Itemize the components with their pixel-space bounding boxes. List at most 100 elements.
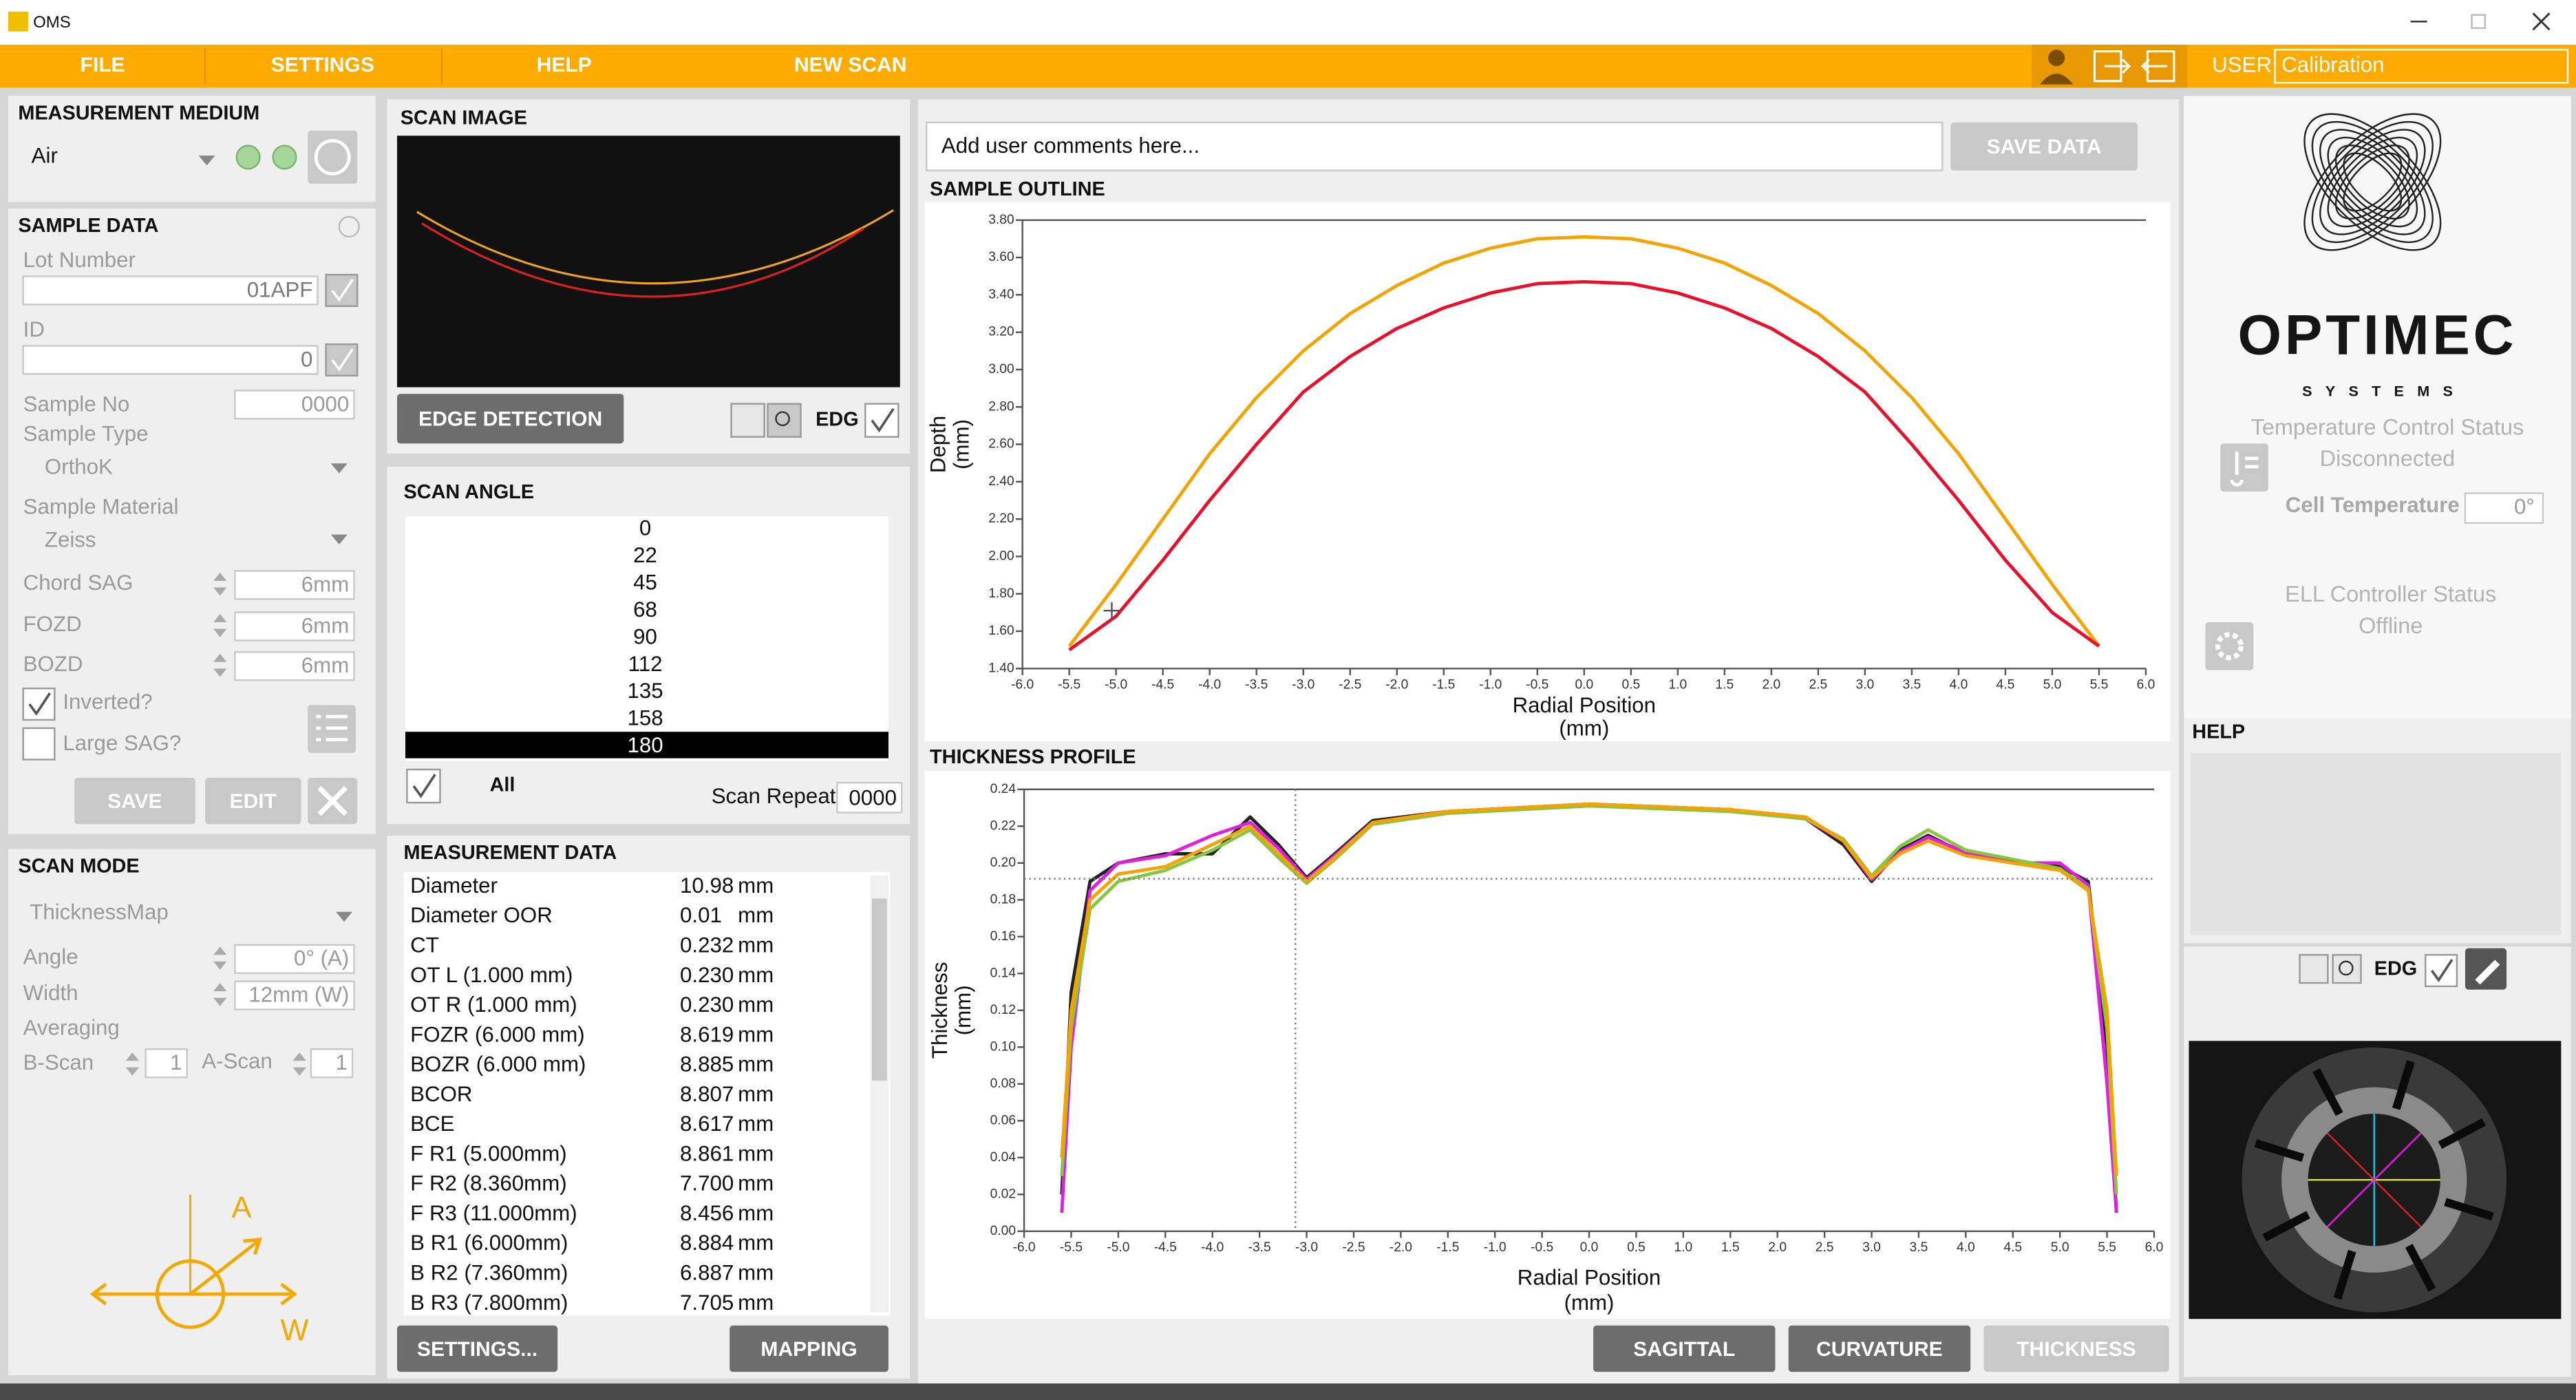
x-tick-label: 2.5: [1809, 677, 1828, 692]
camera-pin: [2392, 1060, 2415, 1110]
y-tick-label: 0.02: [990, 1187, 1016, 1201]
title-bar: [0, 0, 2576, 45]
pan-tool[interactable]: [2299, 954, 2329, 984]
check-mark: [412, 774, 436, 798]
input-field[interactable]: [145, 1048, 188, 1079]
mapping-button-label[interactable]: MAPPING: [760, 1338, 857, 1361]
angle-item[interactable]: 45: [633, 570, 657, 594]
selected-row[interactable]: [405, 732, 888, 759]
menu-item[interactable]: FILE: [80, 54, 125, 76]
thickness-button[interactable]: [1983, 1325, 2169, 1372]
settings-button-label[interactable]: SETTINGS...: [417, 1338, 537, 1361]
pan-tool[interactable]: [730, 403, 765, 438]
angle-item[interactable]: 180: [627, 733, 663, 757]
row-value: 7.700: [680, 1171, 734, 1196]
field-value: 1: [335, 1050, 347, 1074]
zoom-tool[interactable]: [767, 403, 802, 438]
checkbox[interactable]: [325, 273, 359, 307]
save-button-label[interactable]: SAVE: [107, 790, 162, 813]
x-tick-label: 4.5: [1997, 677, 2015, 692]
label: Averaging: [23, 1016, 120, 1040]
y-tick-label: 2.60: [988, 437, 1014, 452]
dropdown[interactable]: [14, 136, 222, 179]
dropdown-value: ThicknessMap: [30, 900, 168, 924]
y-tick-label: 0.04: [990, 1150, 1016, 1165]
input-field[interactable]: [310, 1048, 354, 1079]
label: Chord SAG: [23, 571, 134, 595]
x-tick-label: 6.0: [2137, 677, 2155, 692]
temperature-button[interactable]: [2220, 443, 2268, 492]
sagittal-button-label[interactable]: SAGITTAL: [1633, 1338, 1735, 1361]
edge-detection-button[interactable]: [396, 394, 624, 444]
angle-item[interactable]: 135: [627, 679, 663, 703]
brand-name: OPTIMEC: [2238, 304, 2518, 366]
input-field[interactable]: [836, 782, 903, 814]
field-value: 12mm (W): [248, 983, 349, 1007]
menu-item[interactable]: NEW SCAN: [794, 54, 907, 76]
input-field[interactable]: [234, 570, 355, 600]
scan-edge: [421, 222, 864, 298]
mapping-button[interactable]: [730, 1325, 888, 1372]
save-data-button[interactable]: [1950, 122, 2138, 171]
input-field[interactable]: [234, 611, 355, 641]
controller-button[interactable]: [2205, 622, 2254, 670]
scroll-thumb[interactable]: [871, 898, 887, 1081]
angle-item[interactable]: 158: [627, 706, 663, 730]
zoom-tool[interactable]: [2332, 954, 2362, 984]
logo-ring: [2311, 120, 2434, 244]
menu-item[interactable]: HELP: [537, 54, 592, 76]
checkbox[interactable]: [325, 343, 359, 376]
x-tick-label: 5.0: [2043, 677, 2062, 692]
x-tick-label: 2.5: [1816, 1240, 1834, 1255]
panel: [8, 849, 376, 1375]
angle-item[interactable]: 22: [633, 543, 657, 567]
y-tick-label: 0.10: [990, 1039, 1016, 1054]
checkbox[interactable]: [22, 727, 56, 761]
menu-item[interactable]: SETTINGS: [271, 54, 374, 76]
angle-item[interactable]: 90: [633, 624, 657, 648]
checkbox[interactable]: [406, 768, 441, 804]
status-title: ELL Controller Status: [2285, 582, 2496, 606]
save-data-button-label[interactable]: SAVE DATA: [1987, 136, 2102, 158]
x-tick-label: 4.0: [1957, 1240, 1975, 1255]
input-field[interactable]: [22, 275, 319, 306]
angle-item[interactable]: 0: [639, 516, 651, 540]
x-tick-label: 2.0: [1768, 1240, 1787, 1255]
x-tick-label: -6.0: [1011, 677, 1034, 692]
curvature-button[interactable]: [1788, 1325, 1971, 1372]
save-button[interactable]: [74, 778, 195, 825]
checkbox[interactable]: [864, 403, 900, 438]
edit-button[interactable]: [205, 778, 301, 825]
angle-item[interactable]: 68: [633, 597, 657, 622]
settings-button[interactable]: [396, 1325, 558, 1372]
angle-item[interactable]: 112: [628, 652, 663, 676]
panel-title: MEASUREMENT MEDIUM: [18, 103, 259, 125]
logo-ring: [2303, 113, 2442, 251]
thickness-button-label[interactable]: THICKNESS: [2016, 1338, 2136, 1361]
x-tick-label: -3.0: [1292, 677, 1314, 692]
comment-placeholder[interactable]: Add user comments here...: [941, 134, 1200, 158]
input-field[interactable]: [234, 980, 355, 1010]
user-field[interactable]: [2274, 48, 2569, 84]
edit-button-label[interactable]: EDIT: [230, 790, 277, 813]
row-unit: mm: [738, 1052, 774, 1076]
row-unit: mm: [738, 1141, 774, 1165]
edit-overlay-button[interactable]: [2465, 948, 2507, 990]
spin-down: [213, 668, 227, 677]
y-tick-label: 0.22: [990, 818, 1016, 833]
comment-field[interactable]: [926, 121, 1944, 171]
sagittal-button[interactable]: [1593, 1325, 1776, 1372]
row-value: 6.887: [680, 1261, 734, 1285]
gear-icon: [2215, 632, 2244, 661]
panel-title: SAMPLE DATA: [18, 215, 158, 237]
edge-detection-button-label[interactable]: EDGE DETECTION: [418, 408, 602, 431]
input-field[interactable]: [234, 944, 355, 974]
input-field[interactable]: [234, 651, 355, 681]
check-mark: [2430, 959, 2453, 982]
panel-title: SAMPLE OUTLINE: [930, 178, 1105, 200]
curvature-button-label[interactable]: CURVATURE: [1816, 1338, 1943, 1361]
input-field[interactable]: [234, 390, 355, 420]
logo-ring: [2343, 152, 2403, 212]
input-field[interactable]: [22, 345, 319, 375]
x-tick-label: 0.0: [1575, 677, 1593, 692]
